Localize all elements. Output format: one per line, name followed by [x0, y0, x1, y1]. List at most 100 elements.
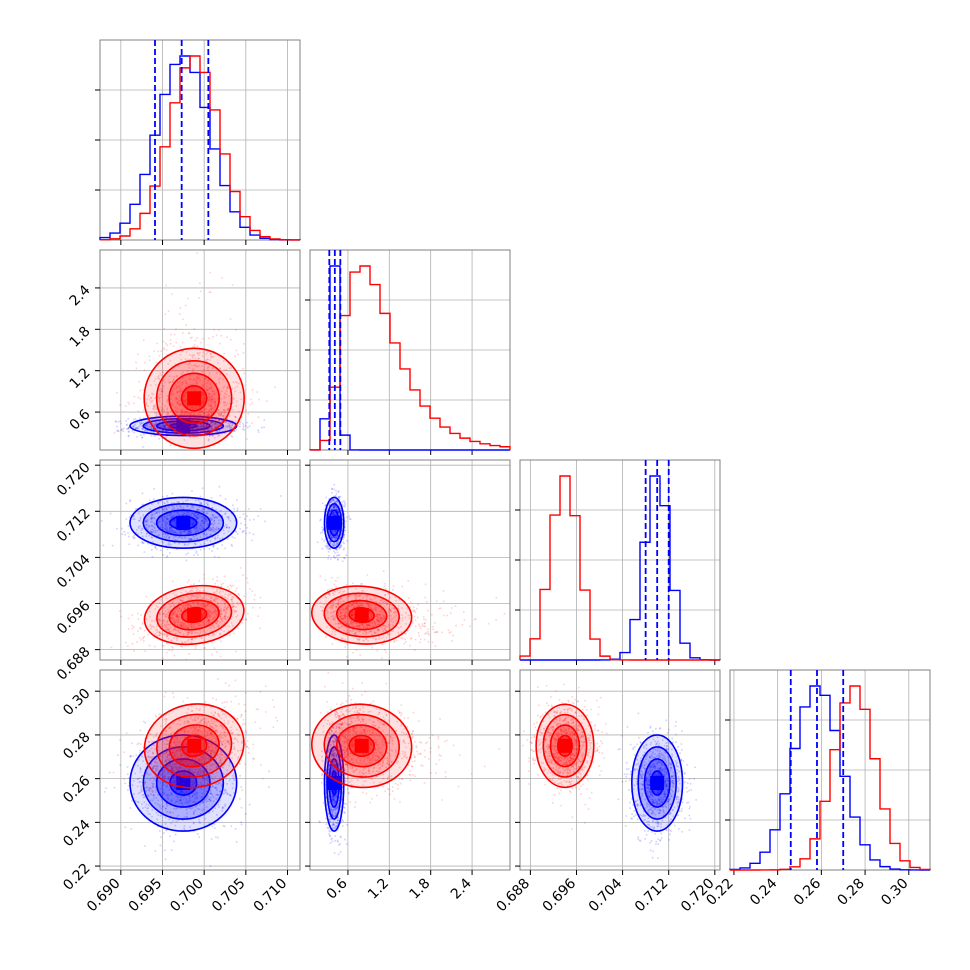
scatter-point — [209, 423, 212, 426]
scatter-point — [183, 388, 186, 390]
scatter-point — [145, 519, 148, 522]
scatter-point — [209, 613, 212, 616]
scatter-point — [214, 609, 216, 612]
scatter-point — [162, 425, 165, 427]
scatter-point — [328, 529, 331, 532]
scatter-point — [368, 604, 371, 606]
scatter-point — [163, 430, 165, 432]
scatter-point — [159, 526, 162, 529]
scatter-point — [191, 364, 193, 367]
scatter-point — [322, 528, 325, 531]
scatter-point — [170, 645, 173, 648]
scatter-point — [199, 423, 202, 425]
scatter-point — [329, 510, 332, 512]
scatter-point — [141, 541, 144, 543]
scatter-point — [172, 404, 174, 407]
scatter-point — [325, 545, 328, 548]
scatter-point — [326, 510, 329, 513]
scatter-point — [328, 510, 331, 512]
scatter-point — [142, 542, 145, 544]
scatter-point — [212, 393, 215, 395]
scatter-point — [139, 525, 142, 528]
scatter-point — [186, 513, 189, 515]
scatter-point — [328, 514, 330, 516]
scatter-point — [143, 551, 146, 553]
scatter-point — [171, 505, 174, 508]
scatter-point — [336, 534, 339, 536]
scatter-point — [211, 634, 214, 637]
scatter-point — [161, 520, 164, 523]
scatter-point — [219, 510, 222, 512]
scatter-point — [202, 403, 205, 405]
scatter-point — [181, 615, 184, 618]
scatter-point — [325, 546, 328, 549]
scatter-point — [200, 543, 202, 546]
scatter-point — [355, 602, 358, 604]
scatter-point — [205, 610, 208, 612]
scatter-point — [203, 418, 205, 421]
scatter-point — [242, 428, 244, 431]
scatter-point — [164, 625, 167, 628]
scatter-point — [210, 422, 212, 424]
scatter-point — [210, 418, 213, 420]
scatter-point — [329, 535, 332, 537]
scatter-point — [206, 389, 208, 392]
scatter-point — [321, 609, 323, 612]
scatter-point — [177, 510, 180, 513]
scatter-point — [359, 654, 361, 656]
scatter-point — [234, 387, 236, 389]
scatter-point — [200, 426, 203, 429]
scatter-point — [330, 536, 332, 538]
scatter-point — [332, 512, 335, 514]
scatter-point — [166, 555, 169, 557]
scatter-point — [405, 640, 407, 643]
scatter-point — [171, 614, 174, 616]
scatter-point — [174, 531, 176, 534]
scatter-point — [98, 517, 100, 519]
scatter-point — [167, 611, 170, 614]
scatter-point — [181, 537, 184, 540]
scatter-point — [182, 624, 185, 626]
scatter-point — [231, 596, 234, 598]
scatter-point — [191, 630, 193, 633]
scatter-point — [193, 524, 195, 526]
scatter-point — [171, 430, 173, 433]
scatter-point — [216, 579, 218, 582]
scatter-point — [145, 532, 148, 535]
scatter-point — [239, 423, 241, 425]
scatter-point — [219, 613, 222, 616]
scatter-point — [181, 529, 183, 532]
scatter-point — [136, 436, 138, 438]
scatter-point — [206, 389, 208, 391]
scatter-point — [227, 606, 230, 608]
scatter-point — [329, 533, 331, 535]
scatter-point — [338, 530, 341, 532]
scatter-point — [209, 424, 212, 427]
scatter-point — [338, 503, 341, 506]
scatter-point — [207, 615, 209, 618]
scatter-point — [450, 607, 453, 609]
scatter-point — [342, 625, 344, 627]
scatter-point — [203, 423, 206, 426]
scatter-point — [346, 643, 348, 646]
scatter-point — [145, 526, 148, 529]
scatter-point — [208, 529, 211, 532]
scatter-point — [218, 418, 221, 420]
scatter-point — [220, 613, 223, 615]
scatter-point — [198, 633, 201, 636]
scatter-point — [231, 388, 233, 390]
scatter-point — [330, 538, 333, 541]
scatter-point — [358, 622, 361, 624]
scatter-point — [356, 601, 358, 603]
scatter-point — [240, 398, 243, 400]
scatter-point — [168, 628, 170, 631]
scatter-point — [214, 400, 216, 403]
scatter-point — [213, 329, 215, 331]
scatter-point — [166, 534, 169, 536]
scatter-point — [183, 510, 186, 512]
scatter-point — [184, 514, 187, 516]
scatter-point — [333, 533, 336, 536]
scatter-point — [219, 367, 221, 370]
scatter-point — [152, 404, 155, 407]
scatter-point — [251, 402, 254, 404]
